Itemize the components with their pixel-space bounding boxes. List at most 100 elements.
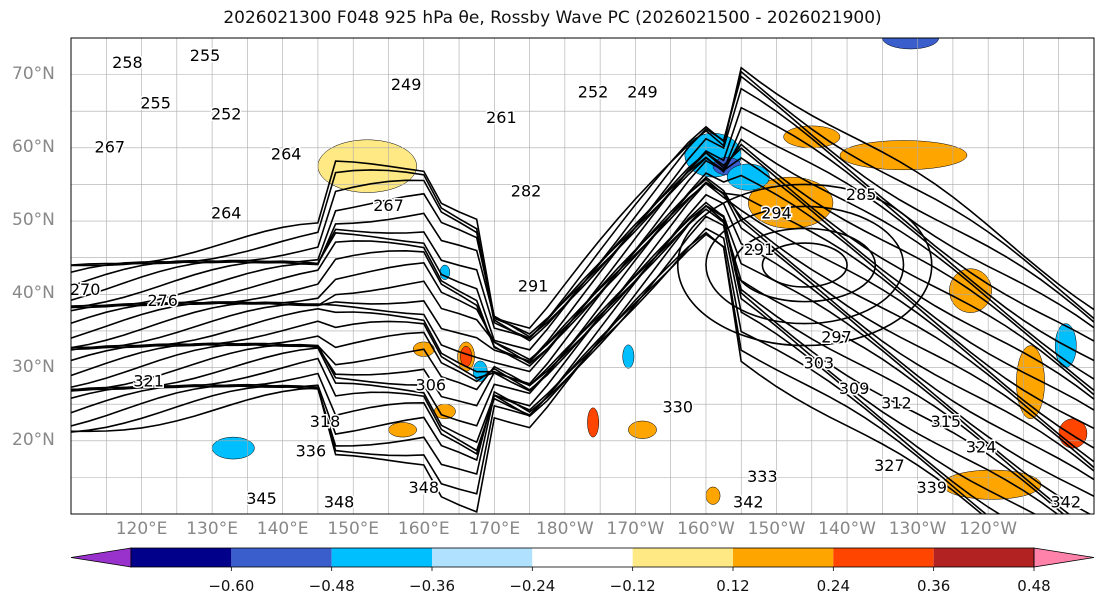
theta-e-isoline-closed: [733, 227, 877, 303]
contour-label: 315: [931, 412, 962, 431]
pc-anomaly-patch-5: [839, 140, 968, 171]
longitude-label: 150°E: [327, 519, 380, 539]
longitude-label: 150°W: [747, 519, 806, 539]
contour-label: 255: [140, 93, 171, 112]
contour-label: 348: [408, 478, 439, 497]
colorbar-tick-label: −0.24: [509, 577, 556, 595]
longitude-label: 130°W: [888, 519, 947, 539]
pc-anomaly-patch-25: [882, 38, 940, 50]
pc-anomaly-patch-21: [211, 436, 255, 460]
contour-label: 348: [324, 493, 355, 512]
colorbar-bin: [532, 548, 633, 567]
contour-label: 264: [211, 203, 242, 222]
colorbar-bin: [632, 548, 733, 567]
theta-e-isoline-closed: [761, 242, 848, 288]
contour-label: 303: [804, 353, 835, 372]
contour-label: 264: [271, 145, 302, 164]
theta-e-isoline: [71, 66, 1094, 330]
contour-label: 291: [744, 240, 775, 259]
theta-e-isoline: [71, 70, 1094, 340]
theta-e-isoline: [71, 204, 1071, 514]
colorbar-bin: [131, 548, 232, 567]
contour-label: 309: [839, 379, 870, 398]
longitude-label: 170°W: [606, 519, 665, 539]
longitude-label: 160°E: [397, 519, 450, 539]
longitude-label: 170°E: [468, 519, 521, 539]
contour-label: 252: [578, 82, 609, 101]
contour-label: 249: [391, 75, 422, 94]
theta-e-isoline: [71, 143, 1094, 392]
contour-label: 318: [310, 412, 341, 431]
figure-title: 2026021300 F048 925 hPa θe, Rossby Wave …: [223, 8, 882, 28]
colorbar-bin: [933, 548, 1034, 567]
colorbar-frame: [130, 547, 1035, 568]
colorbar-tick-label: −0.36: [409, 577, 455, 595]
colorbar-tick-label: 0.24: [816, 577, 851, 595]
contour-label: 297: [821, 328, 852, 347]
contour-label: 276: [147, 291, 178, 310]
theta-e-isoline: [71, 176, 1094, 469]
contour-label: 333: [747, 467, 778, 486]
graticule: [71, 38, 1094, 514]
contour-label: 342: [733, 493, 764, 512]
colorbar-tick-label: 0.48: [1017, 577, 1051, 595]
theta-e-isoline: [71, 227, 1001, 514]
contour-label: 249: [627, 82, 658, 101]
contour-label: 321: [133, 372, 164, 391]
latitude-label: 60°N: [12, 136, 55, 157]
theta-e-isoline: [71, 157, 1094, 400]
pc-anomaly-patch-17: [705, 486, 721, 505]
colorbar-bin: [833, 548, 934, 567]
longitude-label: 160°W: [677, 519, 735, 539]
longitude-label: 130°E: [186, 519, 238, 539]
pc-anomaly-patch-12: [587, 407, 599, 438]
contour-label: 282: [511, 181, 542, 200]
latitude-label: 50°N: [12, 210, 55, 231]
colorbar-bin: [231, 548, 332, 567]
latitude-label: 20°N: [12, 429, 55, 450]
contour-label: 327: [874, 456, 905, 475]
contour-label: 291: [518, 276, 549, 295]
theta-e-isoline: [71, 204, 1059, 514]
colorbar-tick-label: 0.36: [916, 577, 951, 595]
theta-e-isoline-closed: [705, 205, 905, 325]
latitude-label: 30°N: [12, 356, 55, 377]
contour-label: 339: [916, 478, 947, 497]
longitude-label: 140°E: [256, 519, 309, 539]
pc-anomaly-patch-13: [628, 420, 657, 439]
theta-e-isoline: [71, 178, 1094, 463]
colorbar-bin: [733, 548, 834, 567]
contour-label: 261: [486, 108, 517, 127]
pc-anomaly-patch-16: [388, 422, 417, 438]
contour-label: 330: [662, 397, 693, 416]
contour-label: 306: [416, 375, 447, 394]
contour-label: 285: [846, 185, 877, 204]
contour-label: 267: [373, 196, 404, 215]
contour-label: 294: [761, 203, 792, 222]
latitude-label: 40°N: [12, 283, 55, 304]
longitude-label: 120°W: [959, 519, 1018, 539]
theta-e-isoline: [71, 75, 1094, 342]
colorbar-extend-min: [70, 547, 132, 568]
longitude-label: 180°W: [535, 519, 594, 539]
contour-label: 312: [881, 394, 912, 413]
colorbar: [70, 547, 1095, 571]
theta-e-isoline: [71, 201, 1065, 514]
colorbar-extend-max: [1033, 547, 1095, 568]
theta-e-isoline: [71, 125, 1094, 362]
contour-label: 324: [966, 438, 997, 457]
longitude-label: 140°W: [818, 519, 876, 539]
theta-e-isoline: [71, 87, 1094, 338]
colorbar-tick-label: −0.12: [609, 577, 656, 595]
theta-e-isoline-closed: [676, 183, 933, 347]
theta-e-isoline: [71, 233, 988, 514]
longitude-label: 120°E: [115, 519, 168, 539]
latitude-label: 70°N: [12, 63, 55, 84]
colorbar-bin: [432, 548, 533, 567]
colorbar-tick-label: 0.12: [716, 577, 750, 595]
theta-e-contours: [71, 66, 1094, 514]
contour-label: 267: [95, 137, 126, 156]
contour-label: 345: [246, 489, 277, 508]
colorbar-bin: [331, 548, 432, 567]
